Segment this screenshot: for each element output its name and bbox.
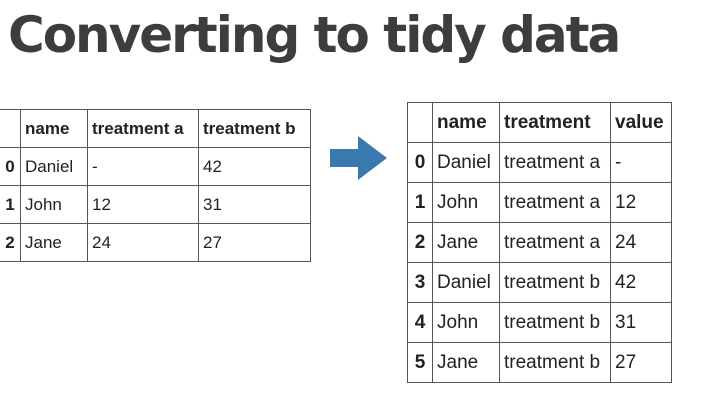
cell-name: Daniel bbox=[20, 147, 88, 186]
cell-treatment: treatment b bbox=[499, 302, 611, 343]
cell-treatment-a: - bbox=[87, 147, 199, 186]
table-row: 2 Jane treatment a 24 bbox=[407, 222, 672, 263]
cell-treatment: treatment a bbox=[499, 222, 611, 263]
header-name: name bbox=[432, 102, 500, 143]
wide-table: name treatment a treatment b 0 Daniel - … bbox=[0, 109, 311, 262]
cell-treatment-b: 42 bbox=[198, 147, 311, 186]
table-row: 1 John 12 31 bbox=[0, 185, 311, 224]
row-index: 2 bbox=[0, 223, 21, 262]
cell-value: 27 bbox=[610, 342, 672, 383]
row-index: 3 bbox=[407, 262, 433, 303]
cell-treatment-b: 27 bbox=[198, 223, 311, 262]
arrow-shape bbox=[330, 136, 387, 180]
header-index bbox=[407, 102, 433, 143]
table-row: 1 John treatment a 12 bbox=[407, 182, 672, 223]
cell-treatment-a: 12 bbox=[87, 185, 199, 224]
header-treatment-b: treatment b bbox=[198, 109, 311, 148]
cell-name: Jane bbox=[20, 223, 88, 262]
header-treatment-a: treatment a bbox=[87, 109, 199, 148]
cell-treatment: treatment a bbox=[499, 182, 611, 223]
cell-value: 31 bbox=[610, 302, 672, 343]
slide-title: Converting to tidy data bbox=[8, 6, 621, 64]
table-row: 4 John treatment b 31 bbox=[407, 302, 672, 343]
cell-name: John bbox=[432, 302, 500, 343]
table-row: 0 Daniel treatment a - bbox=[407, 142, 672, 183]
table-row: 2 Jane 24 27 bbox=[0, 223, 311, 262]
cell-treatment-a: 24 bbox=[87, 223, 199, 262]
row-index: 0 bbox=[0, 147, 21, 186]
table-row: 3 Daniel treatment b 42 bbox=[407, 262, 672, 303]
row-index: 1 bbox=[407, 182, 433, 223]
header-treatment: treatment bbox=[499, 102, 611, 143]
table-header-row: name treatment value bbox=[407, 102, 672, 143]
right-arrow-icon bbox=[330, 136, 387, 180]
table-header-row: name treatment a treatment b bbox=[0, 109, 311, 148]
cell-treatment: treatment b bbox=[499, 262, 611, 303]
table-row: 0 Daniel - 42 bbox=[0, 147, 311, 186]
cell-treatment: treatment b bbox=[499, 342, 611, 383]
header-name: name bbox=[20, 109, 88, 148]
row-index: 0 bbox=[407, 142, 433, 183]
tidy-table: name treatment value 0 Daniel treatment … bbox=[407, 102, 672, 383]
row-index: 5 bbox=[407, 342, 433, 383]
header-index bbox=[0, 109, 21, 148]
table-row: 5 Jane treatment b 27 bbox=[407, 342, 672, 383]
cell-name: Jane bbox=[432, 222, 500, 263]
header-value: value bbox=[610, 102, 672, 143]
cell-name: Jane bbox=[432, 342, 500, 383]
cell-value: 12 bbox=[610, 182, 672, 223]
cell-value: - bbox=[610, 142, 672, 183]
cell-treatment-b: 31 bbox=[198, 185, 311, 224]
cell-name: Daniel bbox=[432, 262, 500, 303]
row-index: 1 bbox=[0, 185, 21, 224]
cell-name: John bbox=[432, 182, 500, 223]
cell-name: John bbox=[20, 185, 88, 224]
row-index: 4 bbox=[407, 302, 433, 343]
cell-value: 42 bbox=[610, 262, 672, 303]
row-index: 2 bbox=[407, 222, 433, 263]
cell-treatment: treatment a bbox=[499, 142, 611, 183]
cell-value: 24 bbox=[610, 222, 672, 263]
cell-name: Daniel bbox=[432, 142, 500, 183]
